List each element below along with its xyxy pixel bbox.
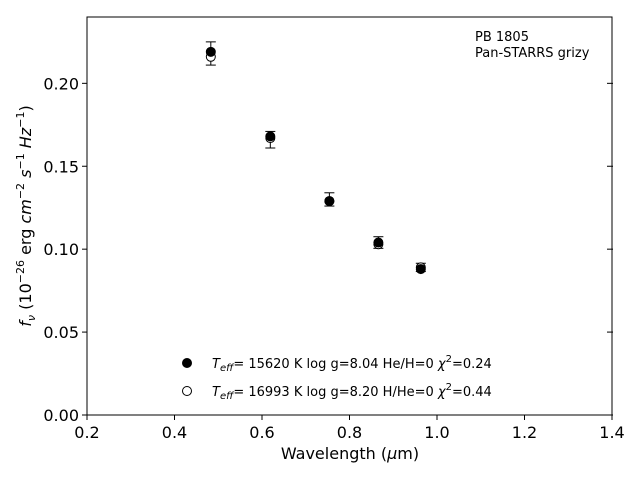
y-tick-label: 0.15 xyxy=(43,157,79,176)
y-tick-label: 0.20 xyxy=(43,74,79,93)
plot-area xyxy=(86,16,613,416)
legend: Teff= 15620 K log g=8.04 He/H=0 χ2=0.24 … xyxy=(182,354,492,402)
y-axis-ticks: 0.00 0.05 0.10 0.15 0.20 xyxy=(43,74,613,425)
y-tick-label: 0.05 xyxy=(43,323,79,342)
x-axis-ticks: 0.2 0.4 0.6 0.8 1.0 1.2 1.4 xyxy=(74,415,625,442)
data-point-filled xyxy=(415,264,426,275)
y-axis-label: fν (10−26 erg cm−2 s−1 Hz−1) xyxy=(14,105,38,326)
y-tick-label: 0.00 xyxy=(43,406,79,425)
legend-marker-open xyxy=(182,386,192,396)
legend-marker-filled xyxy=(182,358,192,368)
y-tick-label: 0.10 xyxy=(43,240,79,259)
x-tick-label: 0.6 xyxy=(249,423,274,442)
data-point-filled xyxy=(265,131,276,142)
annotation-star-name: PB 1805 xyxy=(475,30,529,45)
x-tick-label: 1.0 xyxy=(424,423,449,442)
data-point-filled xyxy=(324,196,335,207)
x-tick-label: 1.4 xyxy=(599,423,624,442)
x-axis-label: Wavelength (μm) xyxy=(281,444,419,463)
legend-entry-1: Teff= 15620 K log g=8.04 He/H=0 χ2=0.24 xyxy=(212,354,492,374)
legend-entry-2: Teff= 16993 K log g=8.20 H/He=0 χ2=0.44 xyxy=(212,382,492,402)
data-markers xyxy=(205,46,426,275)
data-point-filled xyxy=(205,46,216,57)
x-tick-label: 0.4 xyxy=(162,423,187,442)
annotation-survey: Pan-STARRS grizy xyxy=(475,46,590,61)
x-tick-label: 0.8 xyxy=(337,423,362,442)
data-point-filled xyxy=(373,237,384,248)
x-tick-label: 1.2 xyxy=(512,423,537,442)
x-tick-label: 0.2 xyxy=(74,423,99,442)
